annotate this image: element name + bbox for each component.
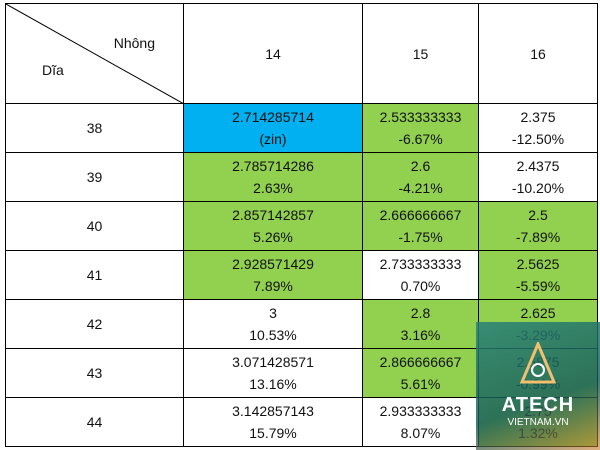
diagonal (6, 4, 184, 104)
cell-value: 2.8 (410, 305, 431, 321)
row-header: 41 (5, 250, 184, 300)
corner-cell: Nhông Dĩa (5, 3, 184, 104)
row: 41 2.928571429 7.89% 2.733333333 0.70% 2.5625… (5, 250, 598, 300)
corner-top: Nhông (113, 35, 155, 51)
cell-change: 0.70% (400, 278, 441, 294)
cell-change: 5.61% (400, 376, 441, 392)
cell: 2.533333333 -6.67% (362, 103, 479, 153)
row-header: 44 (5, 397, 184, 447)
row-header: 42 (5, 299, 184, 349)
cell-value: 2.733333333 (379, 256, 462, 272)
cell: 2.733333333 0.70% (362, 250, 479, 300)
cell: 2.857142857 5.26% (183, 201, 363, 251)
watermark: ATECH VIETNAM.VN (476, 322, 600, 450)
cell: 2.714285714 (zin) (183, 103, 363, 153)
column-header: 16 (478, 3, 598, 104)
cell-value: 3.071428571 (232, 354, 314, 370)
cell-change: -7.89% (515, 229, 561, 245)
row-header: 39 (5, 152, 184, 202)
cell: 3.071428571 13.16% (183, 348, 363, 398)
cell: 2.928571429 7.89% (183, 250, 363, 300)
row: 38 2.714285714 (zin) 2.533333333 -6.67% 2.375… (5, 103, 598, 153)
cell-value: 2.4375 (516, 158, 560, 174)
column-header: 14 (183, 3, 363, 104)
cell-change: -10.20% (511, 180, 565, 196)
cell-value: 3 (269, 305, 277, 321)
cell: 2.866666667 5.61% (362, 348, 479, 398)
cell-change: 10.53% (249, 327, 297, 343)
cell: 3.142857143 15.79% (183, 397, 363, 447)
cell-value: 2.5625 (516, 256, 560, 272)
cell: 2.666666667 -1.75% (362, 201, 479, 251)
row: 40 2.857142857 5.26% 2.666666667 -1.75% 2.5 -7… (5, 201, 598, 251)
corner-bottom: Dĩa (42, 62, 64, 78)
cell-change: -6.67% (398, 131, 443, 147)
cell-value: 2.785714286 (232, 158, 314, 174)
cell: 2.933333333 8.07% (362, 397, 479, 447)
watermark-site: VIETNAM.VN (507, 417, 569, 428)
cell-change: 8.07% (400, 425, 441, 441)
watermark-brand: ATECH (501, 394, 575, 416)
cell-value: 2.5 (528, 207, 548, 223)
cell-value: 2.666666667 (379, 207, 462, 223)
cell-change: -1.75% (398, 229, 443, 245)
cell-change: 3.16% (400, 327, 441, 343)
cell-value: 2.533333333 (379, 109, 462, 125)
cell-value: 2.375 (520, 109, 556, 125)
cell-value: 2.714285714 (232, 109, 314, 125)
cell: 2.8 3.16% (362, 299, 479, 349)
cell-value: 2.6 (410, 158, 431, 174)
cell-value: 2.928571429 (232, 256, 314, 272)
cell-change: -4.21% (398, 180, 443, 196)
cell-value: 2.933333333 (379, 403, 462, 419)
cell-value: 2.857142857 (232, 207, 314, 223)
cell: 2.4375 -10.20% (478, 152, 598, 202)
cell-change: 13.16% (249, 376, 297, 392)
cell-change: 2.63% (253, 180, 293, 196)
row-header: 43 (5, 348, 184, 398)
cell: 2.6 -4.21% (362, 152, 479, 202)
row-header: 38 (5, 103, 184, 153)
cell-value: 2.866666667 (379, 354, 462, 370)
cell-change: 5.26% (253, 229, 293, 245)
cell-change: -5.59% (515, 278, 561, 294)
cell-value: 3.142857143 (232, 403, 314, 419)
cell-change: 15.79% (249, 425, 297, 441)
column-header: 15 (362, 3, 479, 104)
cell: 2.5625 -5.59% (478, 250, 598, 300)
cell-change: 7.89% (253, 278, 293, 294)
cell-change: (zin) (259, 131, 287, 147)
cell: 2.785714286 2.63% (183, 152, 363, 202)
row-header: 40 (5, 201, 184, 251)
watermark-logo (520, 342, 556, 384)
cell-value: 2.625 (520, 305, 556, 321)
cell: 2.5 -7.89% (478, 201, 598, 251)
cell: 2.375 -12.50% (478, 103, 598, 153)
row: 39 2.785714286 2.63% 2.6 -4.21% 2.4375 -10.20% (5, 152, 598, 202)
cell-change: -12.50% (511, 131, 565, 147)
cell: 3 10.53% (183, 299, 363, 349)
header-row: Nhông Dĩa 14 15 16 (5, 3, 598, 104)
